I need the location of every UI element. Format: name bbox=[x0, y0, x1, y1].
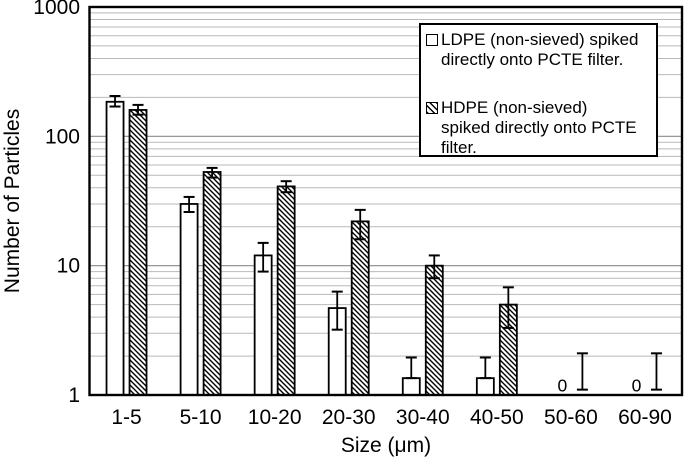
bar-ldpe-30-40 bbox=[401, 377, 421, 396]
plot-frame bbox=[88, 5, 684, 397]
bar-ldpe-1-5 bbox=[105, 100, 125, 396]
legend-label: LDPE (non-sieved) spiked directly onto P… bbox=[441, 30, 639, 69]
x-tick-label-5-10: 5-10 bbox=[180, 406, 222, 429]
zero-label-ldpe-50-60: 0 bbox=[558, 376, 568, 396]
legend-entry-hdpe: HDPE (non-sieved) spiked directly onto P… bbox=[426, 98, 652, 158]
bar-hdpe-30-40 bbox=[424, 264, 444, 396]
x-tick-label-1-5: 1-5 bbox=[111, 406, 141, 429]
y-tick-label-1000: 1000 bbox=[33, 0, 80, 19]
x-tick-label-60-90: 60-90 bbox=[618, 406, 672, 429]
zero-label-ldpe-60-90: 0 bbox=[632, 376, 642, 396]
bar-hdpe-5-10 bbox=[202, 171, 222, 396]
legend: LDPE (non-sieved) spiked directly onto P… bbox=[419, 23, 658, 157]
legend-label: HDPE (non-sieved) spiked directly onto P… bbox=[441, 98, 637, 157]
open-square-icon bbox=[426, 34, 438, 46]
legend-entry-ldpe: LDPE (non-sieved) spiked directly onto P… bbox=[426, 30, 652, 70]
bar-hdpe-10-20 bbox=[276, 185, 296, 396]
bar-ldpe-10-20 bbox=[253, 254, 273, 396]
x-tick-label-20-30: 20-30 bbox=[322, 406, 376, 429]
bar-ldpe-5-10 bbox=[179, 203, 199, 396]
hatched-square-icon bbox=[426, 102, 438, 114]
x-axis-title: Size (μm) bbox=[340, 434, 432, 457]
bar-ldpe-40-50 bbox=[475, 377, 495, 396]
x-tick-label-10-20: 10-20 bbox=[248, 406, 302, 429]
y-axis-title: Number of Particles bbox=[1, 108, 24, 294]
y-tick-label-100: 100 bbox=[45, 125, 80, 148]
bar-hdpe-1-5 bbox=[128, 109, 148, 396]
y-tick-label-1: 1 bbox=[68, 384, 80, 407]
y-tick-label-10: 10 bbox=[57, 255, 80, 278]
x-tick-label-50-60: 50-60 bbox=[544, 406, 598, 429]
x-tick-label-30-40: 30-40 bbox=[396, 406, 450, 429]
bar-hdpe-20-30 bbox=[350, 220, 370, 396]
x-tick-label-40-50: 40-50 bbox=[470, 406, 524, 429]
